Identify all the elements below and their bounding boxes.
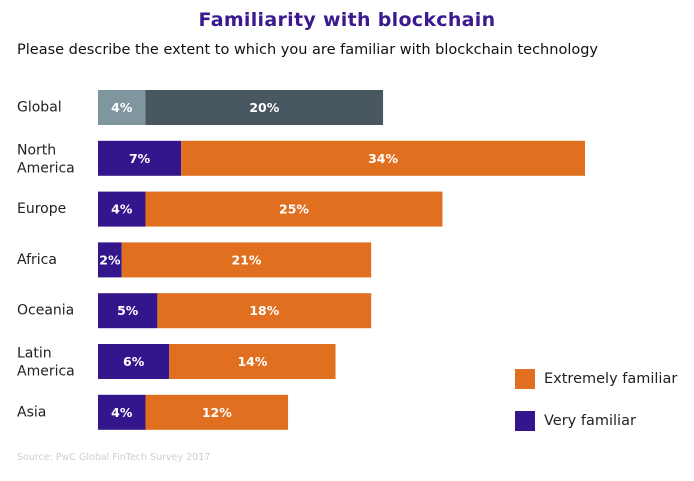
data-label-very-familiar-africa: 2% xyxy=(99,252,121,267)
data-label-extremely-familiar-africa: 21% xyxy=(232,252,262,267)
chart-title: Familiarity with blockchain xyxy=(198,9,496,31)
category-label-north-america: North America xyxy=(17,142,75,176)
bar-extremely-familiar-oceania xyxy=(157,293,372,329)
data-label-very-familiar-oceania: 5% xyxy=(117,303,139,318)
bar-very-familiar-north-america xyxy=(98,140,182,176)
data-label-extremely-familiar-global: 20% xyxy=(249,100,279,115)
bar-very-familiar-oceania xyxy=(98,293,158,329)
data-label-very-familiar-asia: 4% xyxy=(111,405,133,420)
category-label-line: America xyxy=(17,160,75,176)
source-note: Source: PwC Global FinTech Survey 2017 xyxy=(17,452,211,463)
data-label-very-familiar-global: 4% xyxy=(111,100,133,115)
category-label-line: North xyxy=(17,142,56,158)
legend-swatch-extremely-familiar xyxy=(515,369,535,389)
chart-subtitle: Please describe the extent to which you … xyxy=(17,42,598,58)
data-label-extremely-familiar-latin-america: 14% xyxy=(237,354,267,369)
bar-very-familiar-latin-america xyxy=(98,344,170,379)
category-label-global: Global xyxy=(17,100,62,116)
category-label-latin-america: Latin America xyxy=(17,346,75,380)
bar-extremely-familiar-latin-america xyxy=(169,344,336,379)
category-label-africa: Africa xyxy=(17,252,57,268)
bar-very-familiar-europe xyxy=(98,191,146,227)
legend-label-extremely-familiar: Extremely familiar xyxy=(544,371,677,387)
bar-very-familiar-asia xyxy=(98,394,146,430)
category-label-oceania: Oceania xyxy=(17,303,74,319)
data-label-very-familiar-latin-america: 6% xyxy=(123,354,145,369)
bar-extremely-familiar-europe xyxy=(145,191,443,227)
bar-extremely-familiar-global xyxy=(145,90,384,125)
data-label-extremely-familiar-north-america: 34% xyxy=(368,151,398,166)
bar-extremely-familiar-asia xyxy=(145,394,289,430)
category-label-line: Latin xyxy=(17,346,52,362)
data-label-extremely-familiar-europe: 25% xyxy=(279,202,309,217)
bar-extremely-familiar-africa xyxy=(121,242,372,278)
bar-extremely-familiar-north-america xyxy=(181,140,585,176)
bar-very-familiar-global xyxy=(98,90,146,125)
category-label-asia: Asia xyxy=(17,404,46,420)
bar-very-familiar-africa xyxy=(98,242,122,278)
legend-swatch-very-familiar xyxy=(515,411,535,431)
data-label-extremely-familiar-asia: 12% xyxy=(202,405,232,420)
legend-label-very-familiar: Very familiar xyxy=(544,413,636,429)
data-label-very-familiar-europe: 4% xyxy=(111,202,133,217)
category-label-europe: Europe xyxy=(17,201,66,217)
category-label-line: America xyxy=(17,364,75,380)
data-label-very-familiar-north-america: 7% xyxy=(129,151,151,166)
data-label-extremely-familiar-oceania: 18% xyxy=(249,303,279,318)
